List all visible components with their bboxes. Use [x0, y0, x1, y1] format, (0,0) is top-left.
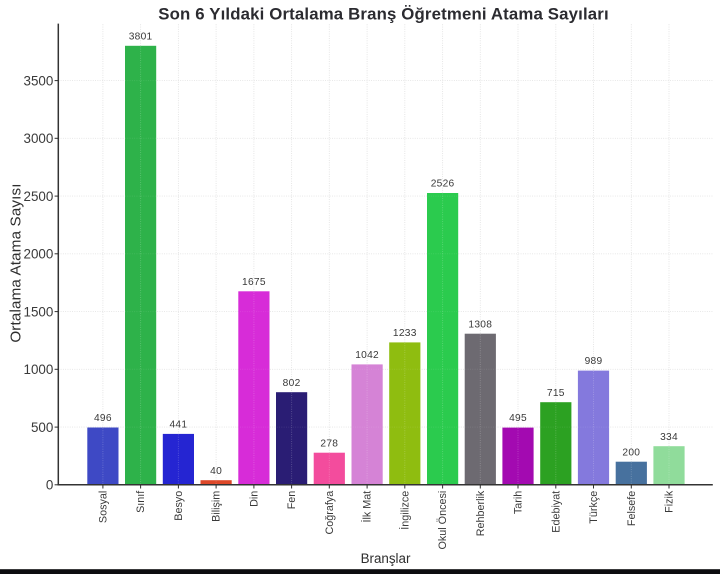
svg-text:2526: 2526 [431, 179, 455, 190]
svg-text:1233: 1233 [393, 328, 417, 339]
svg-text:Rehberlik: Rehberlik [475, 490, 487, 536]
svg-text:Ortalama Atama Sayısı: Ortalama Atama Sayısı [8, 183, 25, 342]
svg-text:334: 334 [660, 432, 678, 443]
svg-text:Coğrafya: Coğrafya [324, 491, 336, 535]
svg-text:İngilizce: İngilizce [398, 491, 411, 530]
svg-text:989: 989 [585, 356, 603, 367]
svg-text:3500: 3500 [24, 73, 54, 88]
svg-text:3000: 3000 [24, 131, 54, 146]
svg-text:441: 441 [169, 420, 187, 431]
svg-text:1675: 1675 [242, 277, 266, 288]
svg-text:496: 496 [94, 413, 112, 424]
svg-text:1500: 1500 [24, 304, 54, 319]
svg-text:Sınıf: Sınıf [135, 490, 147, 513]
svg-text:Türkçe: Türkçe [588, 491, 600, 524]
svg-text:Fen: Fen [286, 491, 298, 510]
svg-text:40: 40 [210, 466, 222, 477]
svg-text:1042: 1042 [355, 350, 379, 361]
svg-text:Sosyal: Sosyal [98, 491, 110, 523]
svg-text:802: 802 [283, 378, 301, 389]
svg-text:2000: 2000 [24, 247, 54, 262]
svg-text:0: 0 [46, 478, 53, 493]
svg-text:Bilişim: Bilişim [211, 491, 223, 522]
svg-text:Felsefe: Felsefe [626, 491, 638, 526]
svg-text:İlk Mat: İlk Mat [361, 491, 374, 523]
svg-text:Fizik: Fizik [664, 490, 676, 513]
svg-text:Okul Öncesi: Okul Öncesi [437, 491, 449, 550]
svg-text:278: 278 [320, 438, 338, 449]
svg-text:2500: 2500 [24, 189, 54, 204]
svg-text:Besyo: Besyo [173, 491, 185, 521]
svg-text:1000: 1000 [24, 362, 54, 377]
svg-text:495: 495 [509, 413, 527, 424]
svg-text:Edebiyat: Edebiyat [550, 491, 562, 533]
svg-text:Tarih: Tarih [513, 491, 525, 514]
svg-text:Branşlar: Branşlar [361, 551, 411, 566]
svg-text:3801: 3801 [129, 31, 153, 42]
svg-text:715: 715 [547, 388, 565, 399]
svg-text:1308: 1308 [468, 319, 492, 330]
svg-text:200: 200 [622, 447, 640, 458]
svg-text:Din: Din [249, 491, 261, 507]
svg-text:Son 6 Yıldaki Ortalama Branş Ö: Son 6 Yıldaki Ortalama Branş Öğretmeni A… [158, 5, 609, 24]
svg-text:500: 500 [31, 420, 53, 435]
